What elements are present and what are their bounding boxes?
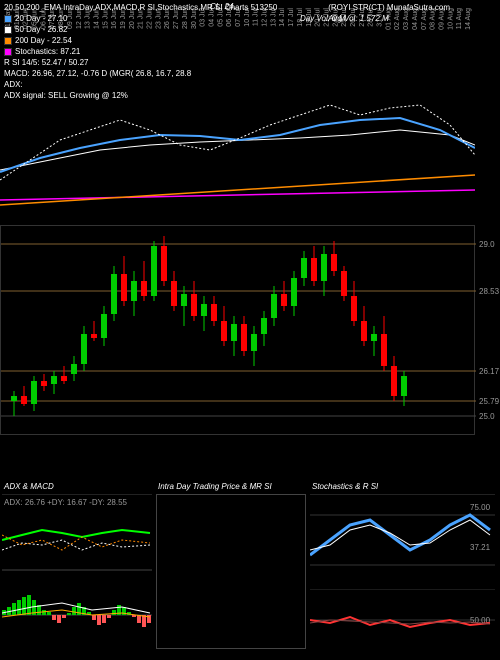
header-line-text: 50 Day - 26.82 — [15, 25, 67, 34]
header-line: MACD: 26.96, 27.12, -0.76 D (MGR( 26.8, … — [4, 68, 277, 79]
header-line-text: R SI 14/5: 52.47 / 50.27 — [4, 58, 89, 67]
ema-panel — [0, 100, 475, 215]
svg-text:37.21: 37.21 — [470, 543, 491, 552]
svg-text:14 Aug: 14 Aug — [465, 8, 472, 30]
panel-title: Intra Day Trading Price & MR SI — [156, 480, 306, 494]
adx-macd-panel: ADX & MACD ADX: 26.76 +DY: 16.67 -DY: 28… — [2, 480, 152, 650]
header-line-text: Stochastics: 87.21 — [15, 47, 80, 56]
color-swatch — [4, 37, 12, 45]
intraday-panel: Intra Day Trading Price & MR SI — [156, 480, 306, 650]
header-right: (ROYI STR(CT) MunafaSutra.com Avg Vol: 1… — [328, 2, 450, 24]
close-label: CL: 24. — [210, 2, 236, 11]
color-swatch — [4, 48, 12, 56]
color-swatch — [4, 15, 12, 23]
svg-text:28.53: 28.53 — [479, 287, 500, 296]
source-label: (ROYI STR(CT) MunafaSutra.com — [328, 2, 450, 13]
svg-text:25.0: 25.0 — [479, 412, 495, 421]
candlestick-panel: 29.028.5326.1725.7925.0 — [0, 225, 475, 435]
header-line-text: ADX: — [4, 80, 23, 89]
header-line-text: 20 Day - 27.10 — [15, 14, 67, 23]
header-line: 200 Day - 22.54 — [4, 35, 277, 46]
svg-text:14 Jul: 14 Jul — [279, 8, 286, 27]
svg-text:11 Aug: 11 Aug — [456, 8, 463, 29]
header-line-text: MACD: 26.96, 27.12, -0.76 D (MGR( 26.8, … — [4, 69, 191, 78]
avg-vol: Avg Vol: 1.572 M — [328, 13, 450, 24]
color-swatch — [4, 26, 12, 34]
stochastics-panel: Stochastics & R SI 75.0037.2150.00 — [310, 480, 495, 650]
chart-title: 20,50,200_EMA IntraDay,ADX,MACD,R SI,Sto… — [4, 2, 277, 13]
svg-text:ADX: 26.76 +DY: 16.67 -DY: 2: ADX: 26.76 +DY: 16.67 -DY: 28.55 — [4, 498, 128, 507]
svg-text:75.00: 75.00 — [470, 503, 491, 512]
svg-text:25.79: 25.79 — [479, 397, 500, 406]
header-line: ADX: — [4, 79, 277, 90]
panel-title: Stochastics & R SI — [310, 480, 495, 494]
header-line: R SI 14/5: 52.47 / 50.27 — [4, 57, 277, 68]
header-line: 20 Day - 27.10 — [4, 13, 277, 24]
header-line: 50 Day - 26.82 — [4, 24, 277, 35]
header-line: Stochastics: 87.21 — [4, 46, 277, 57]
svg-text:17 Jul: 17 Jul — [288, 8, 295, 27]
header-line-text: 200 Day - 22.54 — [15, 36, 72, 45]
header-info-block: 20,50,200_EMA IntraDay,ADX,MACD,R SI,Sto… — [4, 2, 277, 101]
svg-text:29.0: 29.0 — [479, 240, 495, 249]
panel-title: ADX & MACD — [2, 480, 152, 494]
svg-text:26.17: 26.17 — [479, 367, 500, 376]
header-line-text: ADX signal: SELL Growing @ 12% — [4, 91, 128, 100]
